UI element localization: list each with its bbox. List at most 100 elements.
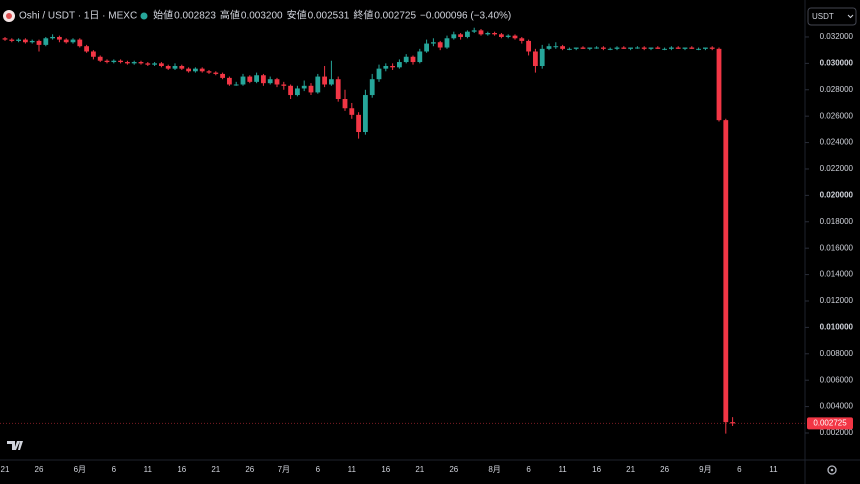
candle-body — [70, 39, 76, 43]
x-tick-label: 16 — [177, 465, 186, 474]
candle-body — [533, 51, 538, 67]
candle-body — [505, 35, 511, 37]
candle-body — [539, 48, 545, 67]
dropdown-arrow — [847, 14, 854, 19]
candle-body — [36, 40, 42, 45]
x-tick-label: 21 — [415, 465, 424, 474]
candle-body — [594, 47, 599, 49]
ohlc-label: 高値 — [220, 9, 240, 22]
candle-body — [159, 63, 164, 67]
candle-body — [186, 68, 191, 72]
candle-body — [403, 56, 409, 63]
candle-body — [580, 47, 586, 49]
logo-mark[interactable] — [7, 441, 23, 450]
candle-body — [50, 36, 55, 39]
legend: Oshi / USDT · 1日 · MEXC 始値 0.002823 高値 0.00… — [3, 9, 511, 22]
candle-body — [614, 47, 620, 49]
candle-body — [641, 47, 647, 49]
candle-body — [369, 79, 375, 96]
candle-body — [145, 63, 151, 65]
candle-body — [689, 47, 695, 49]
candle-body — [111, 60, 117, 63]
x-tick-label: 9月 — [699, 465, 711, 474]
candle-body — [118, 60, 123, 63]
candle-body — [716, 48, 722, 121]
ohlc-label: 始値 — [153, 9, 173, 22]
candle-body — [281, 84, 287, 86]
candle-body — [63, 39, 69, 43]
candle-body — [485, 33, 491, 35]
candle-body — [43, 38, 49, 45]
y-tick-label: 0.030000 — [820, 58, 854, 67]
candle-body — [335, 79, 341, 100]
candle-body — [363, 95, 368, 133]
candle-body — [730, 422, 735, 424]
candle-body — [295, 88, 300, 96]
candle-body — [553, 46, 559, 48]
x-tick-label: 6月 — [74, 465, 86, 474]
currency-select[interactable]: USDT — [807, 7, 857, 26]
y-tick-label: 0.008000 — [820, 349, 854, 358]
x-tick-label: 7月 — [278, 465, 290, 474]
candle-body — [247, 76, 253, 82]
candle-body — [424, 43, 429, 52]
candle-body — [431, 42, 436, 44]
settings-icon[interactable] — [827, 465, 837, 475]
candle-body — [410, 56, 416, 63]
x-tick-label: 16 — [381, 465, 390, 474]
x-tick-label: 26 — [660, 465, 669, 474]
candle-body — [390, 66, 395, 68]
candle-body — [512, 35, 518, 39]
ohlc-value: 0.003200 — [241, 11, 283, 22]
y-tick-label: 0.022000 — [820, 164, 854, 173]
settings-button[interactable] — [827, 465, 837, 475]
candle-body — [356, 114, 361, 133]
currency-label[interactable]: USDT — [812, 12, 834, 21]
y-tick-label: 0.026000 — [820, 111, 854, 120]
candle-body — [417, 51, 423, 63]
candle-body — [274, 79, 280, 85]
candle-body — [465, 31, 470, 37]
x-tick-label: 21 — [211, 465, 220, 474]
symbol-title[interactable]: Oshi / USDT · 1日 · MEXC — [19, 11, 137, 22]
x-tick-label: 6 — [316, 465, 321, 474]
candle-body — [91, 51, 96, 57]
settings-icon-center — [830, 468, 834, 472]
x-tick-label: 26 — [245, 465, 254, 474]
candle-body — [519, 38, 525, 41]
candle-body — [437, 42, 443, 48]
candle-body — [655, 47, 661, 49]
candle-body — [499, 34, 504, 37]
candle-body — [458, 34, 463, 37]
candle-body — [254, 75, 259, 82]
candle-body — [478, 30, 484, 35]
candle-body — [451, 34, 457, 39]
y-tick-label: 0.014000 — [820, 270, 854, 279]
y-tick-label: 0.002000 — [820, 428, 854, 437]
change-value: −0.000096 (−3.40%) — [420, 11, 511, 22]
candle-body — [315, 76, 321, 93]
candle-body — [621, 47, 627, 49]
candle-body — [220, 73, 225, 78]
y-tick-label: 0.016000 — [820, 243, 854, 252]
currency-box[interactable] — [807, 7, 857, 26]
candle-body — [16, 39, 21, 41]
candle-body — [397, 62, 402, 68]
candle-body — [383, 66, 389, 69]
candle-body — [240, 76, 246, 85]
candle-body — [723, 120, 729, 423]
candle-body — [444, 38, 450, 48]
candle-body — [546, 46, 552, 49]
tv-logo[interactable] — [7, 441, 23, 450]
x-tick-label: 6 — [737, 465, 742, 474]
y-tick-label: 0.018000 — [820, 217, 854, 226]
candle-body — [29, 40, 35, 43]
candle-body — [682, 47, 688, 49]
status-dot — [140, 12, 148, 20]
candle-body — [233, 84, 239, 86]
x-tick-label: 16 — [592, 465, 601, 474]
y-tick-label: 0.006000 — [820, 375, 854, 384]
candle-body — [179, 66, 185, 69]
candle-body — [301, 85, 307, 89]
